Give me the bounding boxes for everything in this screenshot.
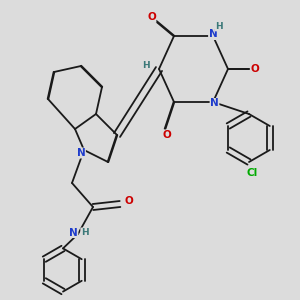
- Text: N: N: [69, 227, 78, 238]
- Text: O: O: [124, 196, 133, 206]
- Text: H: H: [142, 61, 150, 70]
- Text: O: O: [250, 64, 260, 74]
- Text: N: N: [210, 98, 219, 109]
- Text: H: H: [215, 22, 223, 31]
- Text: O: O: [162, 130, 171, 140]
- Text: Cl: Cl: [246, 168, 258, 178]
- Text: O: O: [147, 12, 156, 22]
- Text: N: N: [76, 148, 85, 158]
- Text: H: H: [81, 228, 88, 237]
- Text: N: N: [208, 29, 217, 40]
